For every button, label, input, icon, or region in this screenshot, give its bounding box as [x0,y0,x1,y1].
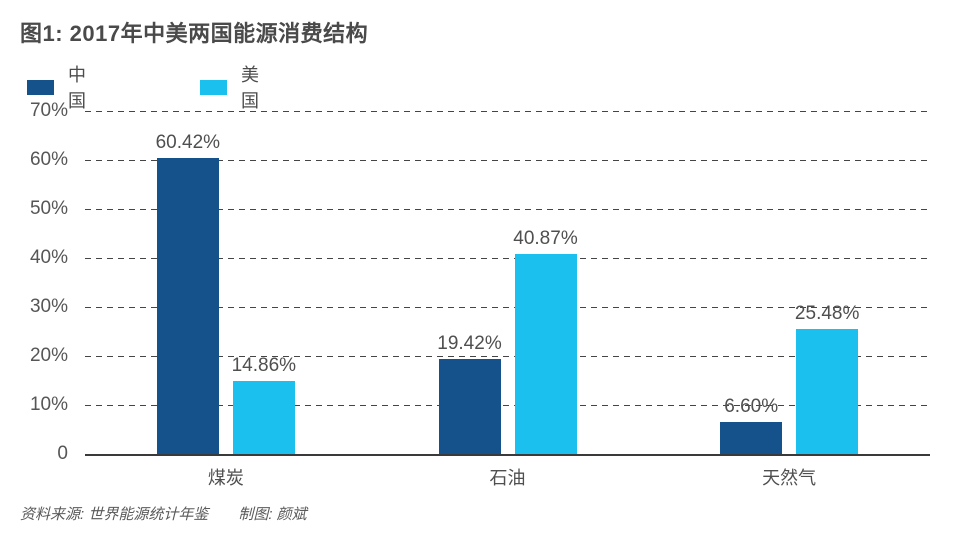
value-label-美国-石油: 40.87% [513,228,578,249]
x-axis-line [85,454,930,456]
gridline-20 [85,356,930,357]
value-label-中国-天然气: 6.60% [724,396,779,417]
chart-title: 图1: 2017年中美两国能源消费结构 [20,21,369,46]
gridline-10 [85,405,930,406]
y-tick-label-20: 20% [29,345,68,366]
value-label-美国-天然气: 25.48% [794,303,860,324]
gridline-40 [85,258,930,259]
legend-swatch-china [27,79,54,95]
bar-中国-天然气 [720,422,783,454]
category-label-煤炭: 煤炭 [207,468,244,488]
bar-美国-煤炭 [232,381,295,454]
category-label-天然气: 天然气 [762,468,817,488]
y-tick-label-60: 60% [29,149,68,170]
y-tick-label-0: 0 [57,443,68,464]
y-tick-label-30: 30% [29,296,68,317]
legend-label-usa: 美国 [241,65,259,111]
legend-label-china: 中国 [68,65,86,111]
value-label-美国-煤炭: 14.86% [231,355,297,376]
gridline-70 [85,111,930,112]
bar-中国-煤炭 [156,158,219,454]
legend-item-china: 中国 [27,61,95,113]
data-source-label: 资料来源: 世界能源统计年鉴 [20,506,209,523]
y-tick-label-10: 10% [29,394,68,415]
gridline-30 [85,307,930,308]
y-tick-label-50: 50% [29,198,68,219]
value-label-中国-石油: 19.42% [437,333,502,354]
category-label-石油: 石油 [489,468,526,488]
gridline-50 [85,209,930,210]
credit-label: 制图: 颜斌 [238,506,307,523]
y-tick-label-40: 40% [29,247,68,268]
bar-美国-天然气 [796,329,859,454]
value-label-中国-煤炭: 60.42% [155,132,221,153]
gridline-60 [85,160,930,161]
legend-item-usa: 美国 [200,61,268,113]
chart-footer: 资料来源: 世界能源统计年鉴 制图: 颜斌 [20,503,307,524]
y-tick-label-70: 70% [29,100,68,121]
legend-swatch-usa [200,79,227,95]
bar-中国-石油 [438,359,501,454]
bar-美国-石油 [514,254,577,454]
